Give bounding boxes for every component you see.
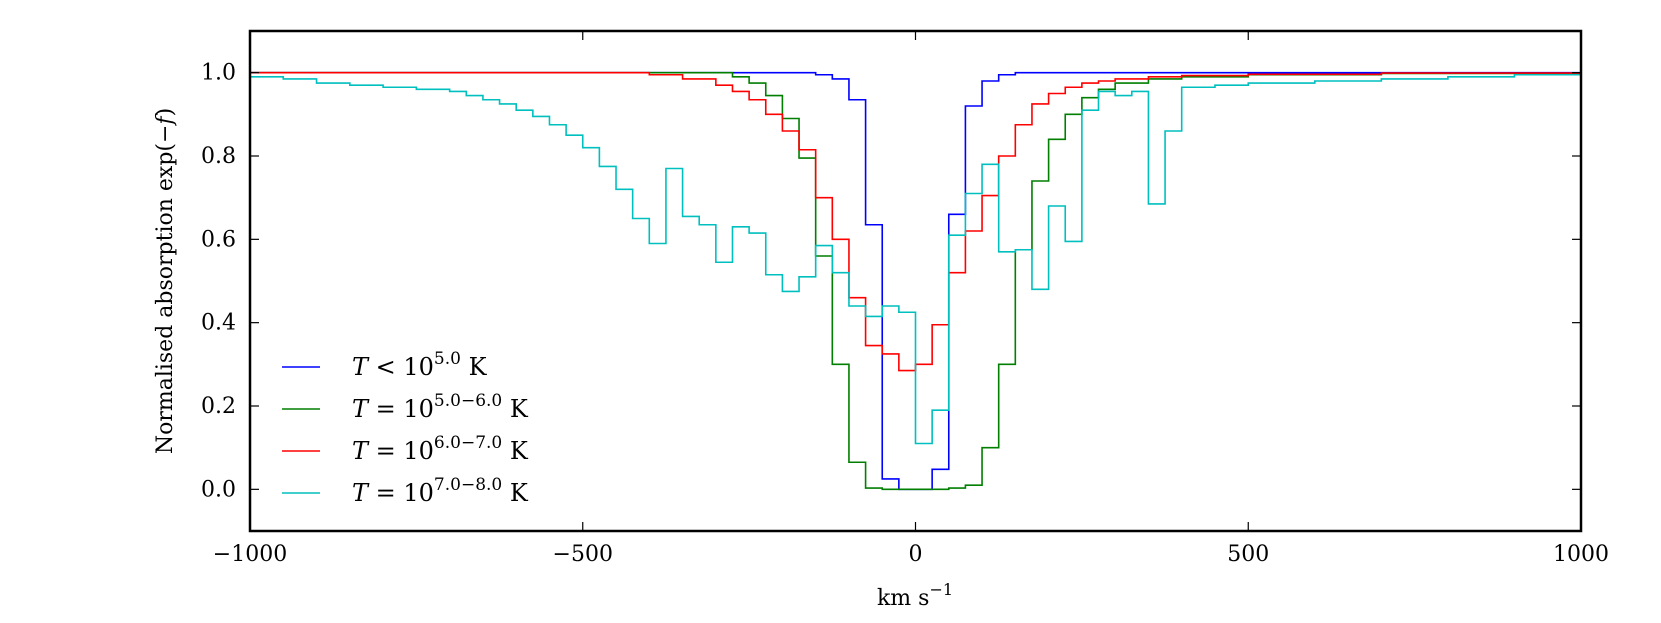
x-tick-label: −500 [553, 542, 613, 567]
y-tick-label: 0.0 [201, 477, 236, 502]
x-tick-label: 500 [1227, 542, 1269, 567]
x-tick-label: −1000 [213, 542, 287, 567]
y-tick-labels: 0.0 0.2 0.4 0.6 0.8 1.0 [201, 61, 236, 503]
y-axis-label-variable: f [153, 113, 178, 127]
series-line-4 [250, 72, 1582, 445]
x-tick-label: 0 [909, 542, 923, 567]
legend-entry-1: T < 105.0 K [352, 349, 488, 381]
ticks-layer [249, 31, 1582, 531]
y-axis-label: Normalised absorption exp(−f) [153, 108, 178, 454]
y-tick-label: 1.0 [201, 61, 236, 86]
series-line-3 [250, 71, 1582, 372]
legend-entry-3: T = 106.0−7.0 K [352, 433, 529, 465]
legend-entry-2: T = 105.0−6.0 K [352, 391, 529, 423]
x-tick-labels: −1000 −500 0 500 1000 [213, 542, 1609, 567]
y-tick-label: 0.6 [201, 227, 236, 252]
y-tick-label: 0.4 [201, 311, 236, 336]
legend: T < 105.0 K T = 105.0−6.0 K T = 106.0−7.0 … [282, 349, 529, 507]
plot-frame [248, 29, 1583, 533]
x-axis-label-exponent: −1 [929, 580, 953, 599]
y-tick-label: 0.2 [201, 394, 236, 419]
x-tick-label: 1000 [1553, 542, 1609, 567]
x-axis-label: km s−1 [877, 580, 953, 611]
series-layer [250, 71, 1582, 491]
legend-entry-4: T = 107.0−8.0 K [352, 475, 529, 507]
y-tick-label: 0.8 [201, 144, 236, 169]
